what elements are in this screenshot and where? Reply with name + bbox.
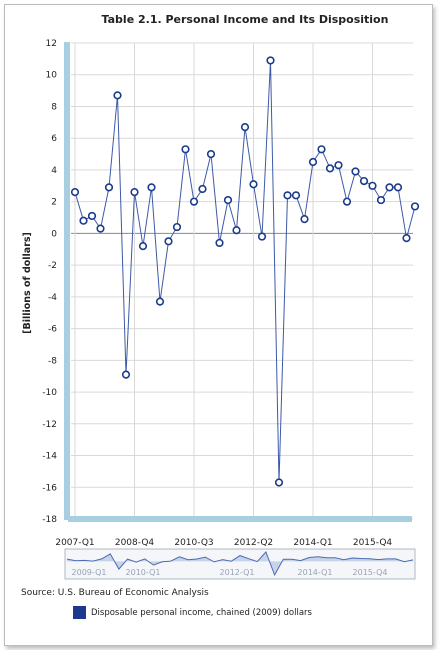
y-tick-label: 10 [46, 71, 58, 81]
chart-svg: Table 2.1. Personal Income and Its Dispo… [22, 13, 420, 580]
x-tick-label: 2010-Q3 [174, 538, 213, 548]
y-axis-title: [Billions of dollars] [22, 232, 33, 334]
data-point[interactable] [240, 122, 250, 132]
data-point[interactable] [164, 237, 173, 246]
data-point[interactable] [70, 188, 80, 197]
data-point[interactable] [385, 183, 394, 192]
navigator-line [66, 551, 414, 577]
x-tick-label: 2014-Q1 [293, 538, 332, 548]
data-point[interactable] [138, 241, 148, 251]
y-tick-label: 6 [51, 134, 57, 144]
legend-swatch [73, 606, 86, 619]
navigator-area [67, 552, 413, 575]
data-point[interactable] [232, 226, 241, 235]
y-tick-label: -6 [48, 325, 57, 335]
y-tick-label: 0 [51, 229, 57, 239]
data-point[interactable] [266, 56, 275, 65]
navigator-label: 2010-Q1 [126, 568, 161, 577]
data-point[interactable] [206, 149, 216, 159]
y-tick-label: -8 [48, 356, 57, 366]
data-point[interactable] [198, 184, 207, 194]
data-point[interactable] [368, 181, 377, 190]
data-point[interactable] [291, 191, 301, 200]
y-tick-label: -16 [42, 483, 57, 493]
data-point[interactable] [359, 176, 369, 186]
x-tick-labels: 2007-Q1 2008-Q4 2010-Q3 2012-Q2 2014-Q1 2015-… [55, 538, 392, 548]
x-tick-label: 2012-Q2 [234, 538, 273, 548]
navigator-label: 2014-Q1 [298, 568, 333, 577]
data-point[interactable] [249, 180, 258, 189]
chart-title: Table 2.1. Personal Income and Its Dispo… [102, 13, 389, 26]
y-tick-label: 8 [51, 102, 57, 112]
y-tick-label: 2 [51, 198, 57, 208]
data-point[interactable] [181, 145, 190, 154]
y-tick-label: -18 [42, 515, 57, 525]
navigator-label: 2015-Q4 [353, 568, 388, 577]
data-point[interactable] [402, 234, 411, 243]
data-point[interactable] [113, 91, 122, 100]
y-tick-label: -4 [48, 293, 57, 303]
data-point[interactable] [342, 197, 352, 206]
y-tick-label: -12 [42, 420, 57, 430]
x-axis-bar [68, 516, 412, 522]
data-point[interactable] [87, 211, 97, 221]
data-point[interactable] [223, 195, 233, 205]
y-tick-labels: 12 10 8 6 4 2 0 -2 -4 -6 -8 -10 -12 -14 -16 -18 [42, 39, 57, 525]
data-point[interactable] [130, 188, 139, 197]
legend-label: Disposable personal income, chained (200… [91, 607, 312, 618]
data-point[interactable] [104, 183, 114, 192]
legend[interactable]: Disposable personal income, chained (200… [73, 606, 312, 619]
data-point[interactable] [96, 224, 105, 233]
data-point[interactable] [300, 215, 309, 224]
data-point[interactable] [376, 195, 386, 205]
navigator-label: 2012-Q1 [220, 568, 255, 577]
chart-frame: Table 2.1. Personal Income and Its Dispo… [4, 4, 433, 646]
y-tick-label: -10 [42, 388, 57, 398]
data-point[interactable] [393, 183, 403, 192]
data-point[interactable] [283, 191, 292, 200]
data-point[interactable] [155, 297, 165, 306]
data-point[interactable] [257, 232, 267, 241]
range-navigator[interactable]: 2009-Q1 2010-Q1 2012-Q1 2014-Q1 2015-Q4 [64, 548, 416, 580]
data-point[interactable] [351, 167, 360, 176]
y-tick-label: -2 [48, 261, 57, 271]
data-point[interactable] [172, 222, 182, 232]
navigator-labels: 2009-Q1 2010-Q1 2012-Q1 2014-Q1 2015-Q4 [72, 568, 388, 577]
x-tick-label: 2007-Q1 [55, 538, 94, 548]
data-point[interactable] [189, 197, 199, 206]
x-tick-label: 2015-Q4 [353, 538, 393, 548]
data-point[interactable] [410, 202, 420, 211]
data-point[interactable] [215, 238, 224, 248]
data-point[interactable] [274, 478, 284, 487]
x-tick-label: 2008-Q4 [115, 538, 155, 548]
y-tick-label: -14 [42, 452, 57, 462]
y-tick-label: 4 [51, 166, 57, 176]
data-point[interactable] [325, 164, 335, 173]
y-axis-bar [64, 42, 70, 520]
grid-lines [71, 42, 413, 520]
navigator-label: 2009-Q1 [72, 568, 107, 577]
source-note: Source: U.S. Bureau of Economic Analysis [21, 588, 209, 598]
data-point[interactable] [121, 370, 131, 379]
data-point[interactable] [79, 216, 88, 225]
data-point[interactable] [334, 161, 343, 170]
y-tick-label: 12 [46, 39, 57, 49]
data-point[interactable] [317, 145, 326, 154]
data-point[interactable] [308, 157, 318, 167]
data-point[interactable] [147, 183, 156, 192]
data-points [70, 56, 420, 487]
